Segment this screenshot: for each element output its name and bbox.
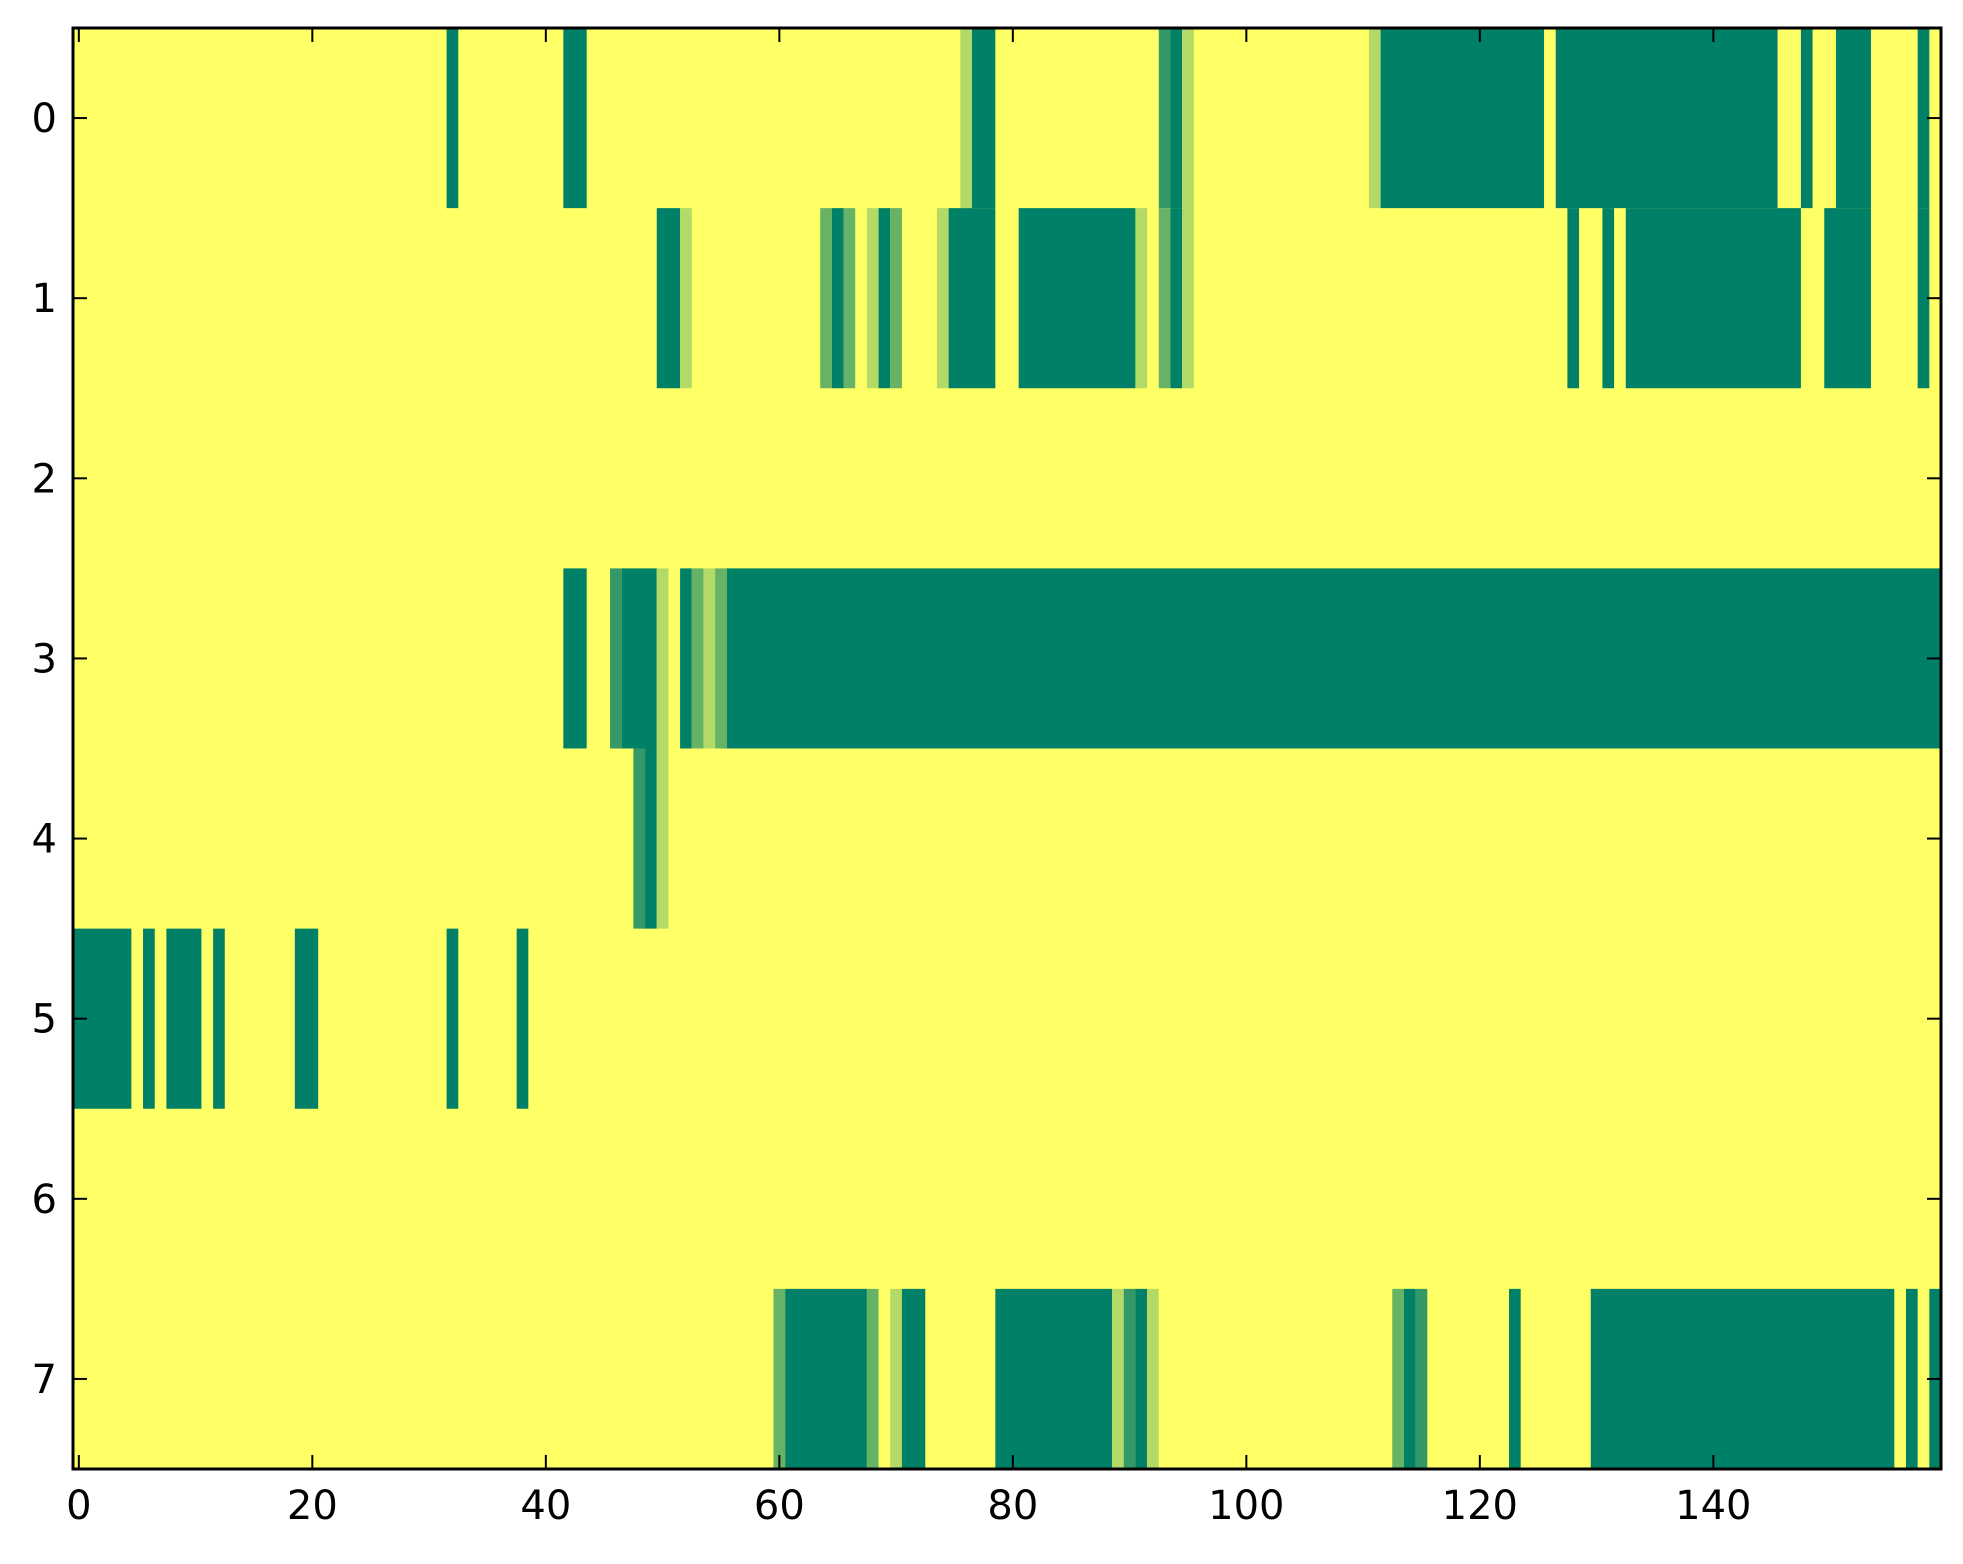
heatmap-cell-row3-seg5 bbox=[691, 568, 704, 749]
heatmap-cell-row7-seg13 bbox=[1509, 1288, 1521, 1469]
heatmap-cell-row1-seg11 bbox=[1135, 208, 1148, 389]
heatmap-cell-row1-seg1 bbox=[680, 208, 692, 389]
heatmap-cell-row5-seg4 bbox=[294, 928, 319, 1109]
heatmap-cell-row1-seg18 bbox=[1824, 208, 1871, 389]
heatmap-cell-row7-seg7 bbox=[1123, 1288, 1136, 1469]
heatmap-cell-row4-seg0 bbox=[633, 748, 646, 929]
x-tick-label: 20 bbox=[287, 1483, 338, 1529]
heatmap-cell-row7-seg1 bbox=[785, 1288, 867, 1469]
heatmap-cell-row4-seg1 bbox=[645, 748, 657, 929]
y-axis-tick-labels: 0 1 2 3 4 5 6 7 bbox=[32, 96, 57, 1403]
heatmap-cell-row1-seg10 bbox=[1018, 208, 1136, 389]
heatmap-cell-row1-seg15 bbox=[1567, 208, 1580, 389]
heatmap-cell-row4-seg2 bbox=[656, 748, 669, 929]
heatmap-cell-row0-seg4 bbox=[1158, 28, 1171, 209]
heatmap-cell-row0-seg2 bbox=[960, 28, 972, 209]
heatmap-cell-row3-seg7 bbox=[715, 568, 727, 749]
y-tick-label: 4 bbox=[32, 817, 57, 863]
x-tick-label: 40 bbox=[520, 1483, 571, 1529]
y-tick-label: 5 bbox=[32, 997, 57, 1043]
y-tick-label: 1 bbox=[32, 276, 57, 322]
heatmap-cell-row7-seg15 bbox=[1905, 1288, 1918, 1469]
heatmap-cell-row3-seg2 bbox=[621, 568, 657, 749]
heatmap-cell-row7-seg0 bbox=[773, 1288, 786, 1469]
heatmap-cell-row7-seg8 bbox=[1135, 1288, 1148, 1469]
heatmap-cells bbox=[73, 28, 1941, 1469]
heatmap-cell-row0-seg0 bbox=[446, 28, 459, 209]
heatmap-cell-row7-seg10 bbox=[1392, 1288, 1404, 1469]
heatmap-cell-row3-seg8 bbox=[726, 568, 1941, 749]
heatmap-cell-row1-seg4 bbox=[843, 208, 856, 389]
heatmap-cell-row5-seg5 bbox=[446, 928, 459, 1109]
heatmap-cell-row1-seg14 bbox=[1182, 208, 1194, 389]
heatmap-cell-row7-seg6 bbox=[1112, 1288, 1124, 1469]
heatmap-cell-row0-seg7 bbox=[1368, 28, 1381, 209]
x-tick-label: 60 bbox=[754, 1483, 805, 1529]
heatmap-cell-row1-seg7 bbox=[890, 208, 902, 389]
heatmap-cell-row5-seg3 bbox=[213, 928, 225, 1109]
heatmap-cell-row1-seg8 bbox=[936, 208, 949, 389]
y-tick-label: 3 bbox=[32, 636, 57, 682]
heatmap-cell-row0-seg6 bbox=[1182, 28, 1194, 209]
x-tick-label: 140 bbox=[1675, 1483, 1751, 1529]
heatmap-cell-row0-seg5 bbox=[1170, 28, 1183, 209]
x-tick-label: 0 bbox=[66, 1483, 91, 1529]
heatmap-cell-row5-seg2 bbox=[166, 928, 202, 1109]
heatmap-cell-row7-seg11 bbox=[1403, 1288, 1416, 1469]
heatmap-cell-row7-seg12 bbox=[1415, 1288, 1428, 1469]
heatmap-cell-row1-seg19 bbox=[1917, 208, 1930, 389]
heatmap-cell-row3-seg6 bbox=[703, 568, 716, 749]
heatmap-cell-row1-seg5 bbox=[866, 208, 879, 389]
heatmap-cell-row0-seg3 bbox=[971, 28, 996, 209]
heatmap-cell-row5-seg6 bbox=[516, 928, 529, 1109]
x-tick-label: 100 bbox=[1208, 1483, 1284, 1529]
heatmap-cell-row3-seg0 bbox=[563, 568, 587, 749]
x-axis-tick-labels: 0 20 40 60 80 100 120 140 bbox=[66, 1483, 1751, 1529]
heatmap-cell-row0-seg11 bbox=[1835, 28, 1871, 209]
heatmap-cell-row1-seg6 bbox=[878, 208, 891, 389]
y-tick-label: 6 bbox=[32, 1177, 57, 1223]
axis-ticks bbox=[73, 28, 1941, 1469]
heatmap-cell-row3-seg4 bbox=[680, 568, 692, 749]
heatmap-cell-row5-seg1 bbox=[143, 928, 155, 1109]
heatmap-cell-row1-seg9 bbox=[948, 208, 996, 389]
y-tick-label: 2 bbox=[32, 456, 57, 502]
heatmap-cell-row1-seg13 bbox=[1170, 208, 1183, 389]
heatmap-cell-row7-seg14 bbox=[1590, 1288, 1895, 1469]
y-tick-label: 0 bbox=[32, 96, 57, 142]
heatmap-cell-row1-seg2 bbox=[820, 208, 832, 389]
x-tick-label: 80 bbox=[987, 1483, 1038, 1529]
plot-frame bbox=[71, 26, 1943, 1471]
heatmap-cell-row3-seg3 bbox=[656, 568, 669, 749]
heatmap-cell-row0-seg1 bbox=[563, 28, 587, 209]
heatmap-cell-row7-seg3 bbox=[890, 1288, 902, 1469]
heatmap-cell-row0-seg9 bbox=[1555, 28, 1778, 209]
heatmap-cell-row0-seg10 bbox=[1800, 28, 1813, 209]
heatmap-cell-row1-seg3 bbox=[831, 208, 844, 389]
x-tick-label: 120 bbox=[1442, 1483, 1518, 1529]
heatmap-cell-row7-seg4 bbox=[901, 1288, 926, 1469]
heatmap-cell-row1-seg16 bbox=[1602, 208, 1615, 389]
heatmap-cell-row1-seg12 bbox=[1158, 208, 1171, 389]
heatmap-cell-row1-seg0 bbox=[656, 208, 681, 389]
heatmap-cell-row0-seg8 bbox=[1380, 28, 1545, 209]
heatmap-cell-row3-seg1 bbox=[610, 568, 622, 749]
y-tick-label: 7 bbox=[32, 1357, 57, 1403]
heatmap-cell-row0-seg12 bbox=[1917, 28, 1930, 209]
heatmap-cell-row1-seg17 bbox=[1625, 208, 1801, 389]
heatmap-cell-row7-seg2 bbox=[866, 1288, 879, 1469]
heatmap-cell-row7-seg5 bbox=[995, 1288, 1113, 1469]
heatmap-cell-row7-seg9 bbox=[1147, 1288, 1159, 1469]
